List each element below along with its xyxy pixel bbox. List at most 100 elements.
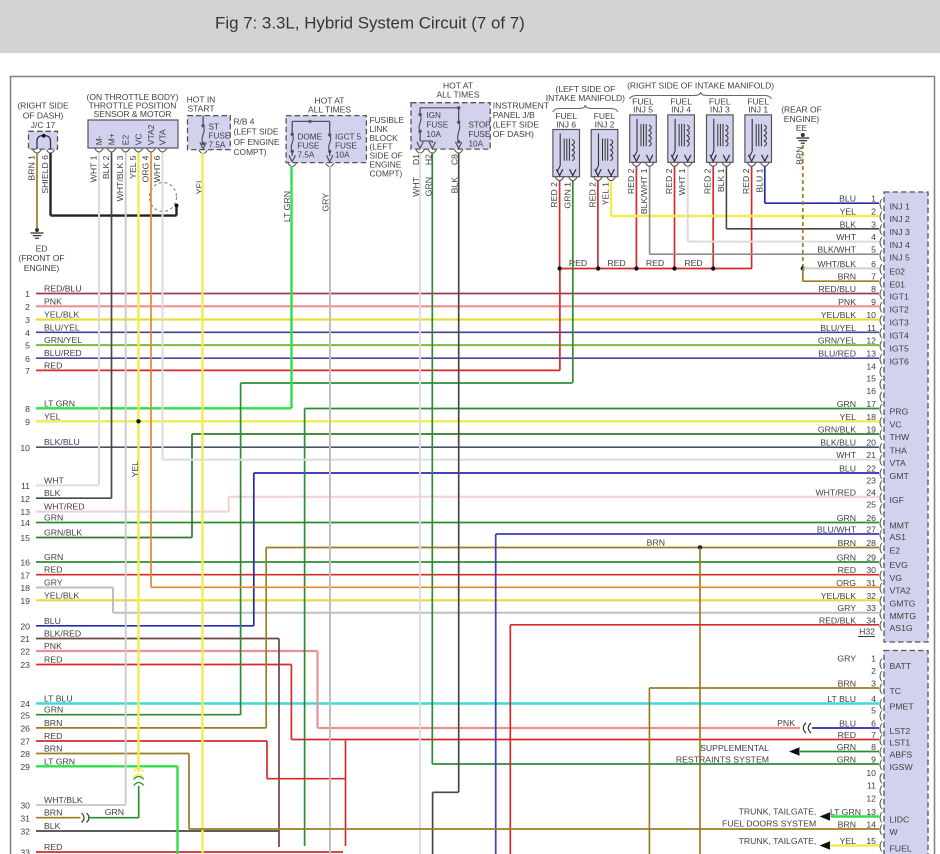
svg-text:21: 21 bbox=[20, 634, 30, 644]
svg-text:(REAR OF: (REAR OF bbox=[781, 105, 822, 115]
svg-text:11: 11 bbox=[21, 481, 30, 491]
svg-text:(: ( bbox=[879, 582, 883, 594]
svg-text:E02: E02 bbox=[890, 267, 906, 277]
svg-text:BATT: BATT bbox=[890, 661, 912, 671]
svg-text:7: 7 bbox=[871, 730, 876, 740]
svg-text:H32: H32 bbox=[859, 627, 875, 637]
svg-text:FUEL: FUEL bbox=[709, 97, 731, 107]
svg-text:(ON THROTTLE BODY): (ON THROTTLE BODY) bbox=[87, 92, 179, 102]
svg-text:COMPT): COMPT) bbox=[234, 147, 267, 157]
svg-text:(RIGHT SIDE: (RIGHT SIDE bbox=[17, 101, 69, 111]
svg-text:GRY: GRY bbox=[44, 578, 63, 588]
svg-text:17: 17 bbox=[866, 399, 876, 409]
svg-text:29: 29 bbox=[20, 762, 30, 772]
svg-text:(: ( bbox=[879, 454, 883, 466]
svg-text:FUSE: FUSE bbox=[426, 121, 448, 130]
svg-text:VC: VC bbox=[134, 133, 144, 145]
svg-text:(: ( bbox=[879, 734, 883, 746]
svg-text:INJ 1: INJ 1 bbox=[748, 105, 768, 115]
svg-text:1: 1 bbox=[25, 289, 30, 299]
svg-text:26: 26 bbox=[866, 513, 876, 523]
svg-text:(LEFT SIDE: (LEFT SIDE bbox=[234, 127, 279, 137]
svg-text:AS1G: AS1G bbox=[890, 623, 913, 633]
svg-text:4: 4 bbox=[871, 694, 876, 704]
svg-text:FUEL: FUEL bbox=[594, 111, 616, 121]
svg-text:VTA: VTA bbox=[158, 129, 168, 145]
svg-text:M-: M- bbox=[94, 135, 104, 145]
svg-text:LINK: LINK bbox=[370, 124, 389, 134]
svg-text:PANEL J/B: PANEL J/B bbox=[493, 110, 535, 120]
svg-text:11: 11 bbox=[867, 781, 876, 791]
svg-text:RED: RED bbox=[607, 258, 625, 268]
svg-text:SHIELD 6: SHIELD 6 bbox=[40, 155, 50, 194]
svg-text:15: 15 bbox=[20, 533, 30, 543]
svg-text:1: 1 bbox=[871, 654, 876, 664]
svg-text:(: ( bbox=[879, 378, 883, 390]
svg-text:GRN: GRN bbox=[837, 553, 856, 563]
svg-text:INJ 3: INJ 3 bbox=[890, 227, 910, 237]
svg-text:27: 27 bbox=[866, 525, 876, 535]
svg-text:10A: 10A bbox=[469, 140, 484, 149]
svg-text:WHT/RED: WHT/RED bbox=[815, 487, 856, 497]
svg-text:33: 33 bbox=[20, 848, 30, 854]
svg-text:RED 2: RED 2 bbox=[664, 168, 674, 194]
svg-text:30: 30 bbox=[20, 801, 30, 811]
svg-text:IGN: IGN bbox=[426, 111, 441, 120]
svg-text:GMT: GMT bbox=[890, 471, 910, 481]
svg-text:(: ( bbox=[879, 569, 883, 581]
svg-text:ALL TIMES: ALL TIMES bbox=[437, 90, 480, 100]
svg-text:2: 2 bbox=[871, 666, 876, 676]
svg-text:(: ( bbox=[879, 683, 883, 695]
svg-text:ENGINE): ENGINE) bbox=[24, 263, 60, 273]
svg-text:ALL TIMES: ALL TIMES bbox=[308, 105, 351, 115]
svg-text:30: 30 bbox=[866, 565, 876, 575]
svg-text:5: 5 bbox=[25, 341, 30, 351]
svg-text:12: 12 bbox=[866, 794, 876, 804]
svg-text:GRY: GRY bbox=[321, 193, 331, 212]
svg-text:FUSE: FUSE bbox=[298, 142, 320, 151]
svg-text:18: 18 bbox=[866, 412, 876, 422]
svg-text:(: ( bbox=[879, 249, 883, 261]
svg-text:GRN: GRN bbox=[44, 513, 63, 523]
svg-text:(: ( bbox=[879, 670, 883, 682]
svg-text:M+: M+ bbox=[107, 133, 117, 145]
svg-text:(: ( bbox=[879, 529, 883, 541]
svg-text:VTA2: VTA2 bbox=[890, 586, 911, 596]
svg-text:15: 15 bbox=[866, 836, 876, 846]
svg-text:WHT/BLK: WHT/BLK bbox=[817, 259, 856, 269]
svg-text:3: 3 bbox=[25, 315, 30, 325]
svg-text:(: ( bbox=[879, 314, 883, 326]
svg-text:14: 14 bbox=[866, 820, 876, 830]
svg-text:YEL: YEL bbox=[840, 207, 857, 217]
svg-text:WHT/BLK: WHT/BLK bbox=[44, 795, 83, 805]
svg-text:WHT 1: WHT 1 bbox=[677, 168, 687, 195]
svg-text:GRN: GRN bbox=[44, 552, 63, 562]
svg-text:WHT: WHT bbox=[44, 475, 64, 485]
svg-text:YEL: YEL bbox=[44, 411, 61, 421]
svg-text:GRN: GRN bbox=[837, 399, 856, 409]
svg-text:4: 4 bbox=[25, 328, 30, 338]
svg-text:GRN: GRN bbox=[105, 807, 124, 817]
svg-text:BRN: BRN bbox=[794, 147, 804, 165]
svg-text:(: ( bbox=[879, 236, 883, 248]
svg-text:RED: RED bbox=[646, 258, 664, 268]
svg-text:RED 2: RED 2 bbox=[587, 182, 597, 208]
svg-text:IGCT 5: IGCT 5 bbox=[335, 133, 362, 142]
svg-text:6: 6 bbox=[871, 259, 876, 269]
svg-text:BLK: BLK bbox=[840, 219, 857, 229]
svg-text:13: 13 bbox=[20, 507, 30, 517]
svg-text:34: 34 bbox=[866, 615, 876, 625]
svg-text:VTA: VTA bbox=[890, 458, 906, 468]
svg-text:BRN: BRN bbox=[44, 744, 62, 754]
svg-text:17: 17 bbox=[20, 570, 30, 580]
svg-text:RED 2: RED 2 bbox=[626, 168, 636, 194]
svg-text:31: 31 bbox=[20, 813, 30, 823]
svg-text:YEL: YEL bbox=[130, 461, 140, 478]
svg-text:RED: RED bbox=[838, 730, 856, 740]
svg-text:YEL/BLK: YEL/BLK bbox=[821, 310, 856, 320]
svg-text:YEL: YEL bbox=[840, 836, 857, 846]
svg-text:24: 24 bbox=[866, 487, 876, 497]
svg-text:LT BLU: LT BLU bbox=[827, 694, 856, 704]
svg-text:BRN: BRN bbox=[838, 679, 856, 689]
svg-text:LT GRN: LT GRN bbox=[282, 191, 292, 222]
